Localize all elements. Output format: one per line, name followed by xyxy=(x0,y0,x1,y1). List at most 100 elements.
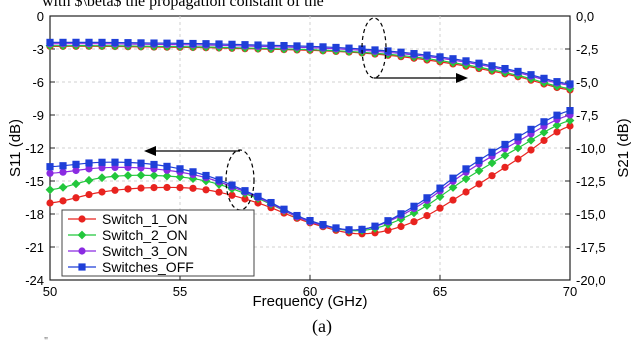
s11-data-point xyxy=(110,171,120,181)
legend-label: Switches_OFF xyxy=(102,259,194,275)
s11-data-point xyxy=(215,188,223,196)
s21-data-point xyxy=(137,39,145,47)
s11-data-point xyxy=(46,163,54,171)
y-right-tick-label: -15,0 xyxy=(576,207,606,222)
s21-data-point xyxy=(111,38,119,47)
s21-group-ellipse xyxy=(361,17,387,79)
header-text: with $\beta$ the propagation constant of… xyxy=(42,0,324,10)
s11-data-point xyxy=(462,188,470,196)
s11-series-4 xyxy=(46,107,574,234)
s11-data-point xyxy=(98,164,106,172)
y-right-tick-label: -17,5 xyxy=(576,240,606,255)
s21-data-point xyxy=(241,41,249,49)
s21-data-point xyxy=(98,38,106,46)
s21-data-point xyxy=(488,62,496,70)
s21-data-point xyxy=(202,40,210,48)
s11-data-point xyxy=(254,192,262,200)
s21-data-point xyxy=(371,46,379,54)
s11-data-point xyxy=(97,173,107,183)
y-left-tick-label: -15 xyxy=(25,174,44,189)
x-tick-label: 65 xyxy=(433,284,447,299)
s11-data-point xyxy=(540,118,548,126)
s11-data-point xyxy=(85,159,93,167)
s21-data-point xyxy=(397,48,405,56)
s11-data-point xyxy=(59,197,67,205)
s11-data-point xyxy=(84,175,94,185)
x-tick-label: 50 xyxy=(43,284,57,299)
s11-data-point xyxy=(59,168,67,176)
s21-data-point xyxy=(293,42,301,50)
legend-marker xyxy=(78,215,86,223)
s21-data-point xyxy=(306,42,314,50)
y-right-tick-label: -5,0 xyxy=(576,75,598,90)
s21-data-point xyxy=(410,50,418,58)
legend-item: Switch_1_ON xyxy=(68,211,188,227)
s11-data-point xyxy=(566,122,574,130)
s11-data-point xyxy=(475,156,483,165)
s11-data-point xyxy=(124,158,132,167)
s11-data-point xyxy=(306,217,314,225)
s11-series-1 xyxy=(46,122,574,238)
s11-data-point xyxy=(345,226,353,234)
s11-data-point xyxy=(124,185,132,193)
s11-data-point xyxy=(332,224,340,232)
s11-data-point xyxy=(553,128,561,136)
s21-data-point xyxy=(267,41,275,49)
s11-data-point xyxy=(384,217,392,225)
s21-data-point xyxy=(46,38,54,46)
y-left-tick-label: -6 xyxy=(32,75,44,90)
s21-arrowhead xyxy=(456,73,468,83)
s21-data-point xyxy=(345,44,353,52)
legend-marker xyxy=(78,247,86,255)
s21-data-point xyxy=(436,53,444,61)
s11-data-point xyxy=(410,218,418,226)
legend-label: Switch_3_ON xyxy=(102,243,188,259)
s21-data-point xyxy=(540,74,548,82)
s21-data-point xyxy=(475,59,483,67)
s11-data-point xyxy=(384,226,392,234)
x-tick-label: 55 xyxy=(173,284,187,299)
legend-item: Switch_3_ON xyxy=(68,243,188,259)
s11-data-point xyxy=(319,221,327,229)
legend: Switch_1_ONSwitch_2_ONSwitch_3_ONSwitche… xyxy=(61,209,255,277)
stray-text: " xyxy=(44,336,49,347)
s11-data-point xyxy=(436,184,444,192)
s11-data-point xyxy=(215,176,223,184)
s11-data-point xyxy=(202,186,210,194)
s21-data-point xyxy=(553,78,561,86)
s21-series-4 xyxy=(46,38,574,88)
s11-data-point xyxy=(449,174,457,182)
s21-data-point xyxy=(501,64,509,73)
s21-data-point xyxy=(72,38,80,46)
s11-data-point xyxy=(280,205,288,213)
s11-data-point xyxy=(371,222,379,230)
s11-data-point xyxy=(422,201,432,210)
s11-data-point xyxy=(566,107,574,115)
figure-caption: (a) xyxy=(312,316,332,336)
s21-data-point xyxy=(228,40,236,48)
s11-data-point xyxy=(526,135,536,145)
s11-data-point xyxy=(514,155,522,163)
s11-data-point xyxy=(513,143,523,153)
s11-data-point xyxy=(123,171,133,180)
s21-data-point xyxy=(59,38,67,46)
s11-data-point xyxy=(72,160,80,168)
s21-data-point xyxy=(462,57,470,65)
s11-data-point xyxy=(46,169,54,177)
s21-data-point xyxy=(150,39,158,47)
s11-data-point xyxy=(461,174,471,184)
s21-data-point xyxy=(514,67,522,76)
s11-data-point xyxy=(293,211,301,220)
s11-data-point xyxy=(410,202,418,210)
y-right-tick-label: -20,0 xyxy=(576,273,606,288)
s11-data-point xyxy=(111,158,119,166)
s11-data-point xyxy=(396,214,406,224)
s11-data-point xyxy=(371,229,379,237)
s11-data-point xyxy=(176,184,184,192)
s21-data-point xyxy=(449,55,457,63)
s11-data-point xyxy=(150,184,158,192)
s11-data-point xyxy=(241,195,249,203)
legend-marker xyxy=(77,230,87,240)
s11-data-point xyxy=(501,163,509,171)
